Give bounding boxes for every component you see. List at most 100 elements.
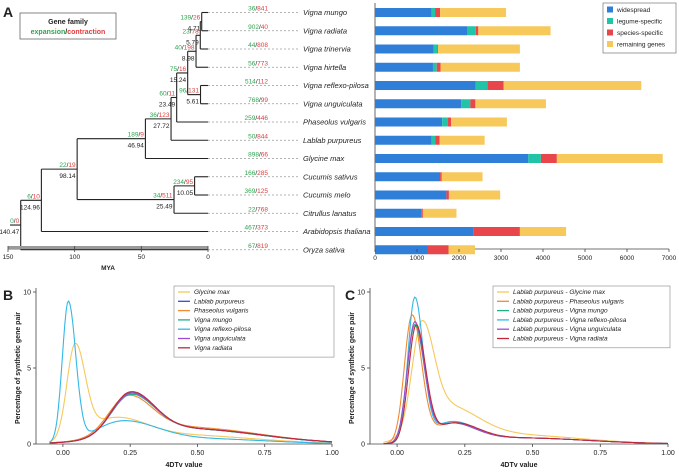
branch-count-label-expansion: 898 — [248, 152, 259, 159]
bar-segment-remaining-genes — [440, 8, 507, 17]
panel-b-label: B — [3, 287, 13, 303]
plot-x-axis-title: 4DTv value — [501, 462, 538, 469]
plot-legend-entry: Lablab purpureus - Vigna mungo — [513, 308, 608, 315]
plot-legend-entry: Lablab purpureus - Glycine max — [513, 289, 606, 296]
node-count-label-slash: / — [167, 90, 169, 97]
bar-segment-widespread — [375, 26, 468, 36]
species-label: Vigna hirtella — [303, 63, 346, 72]
bar-segment-species-specific — [447, 117, 452, 127]
expansion-label: expansion — [31, 29, 66, 36]
branch-count-label-contraction: 285 — [257, 170, 268, 177]
node-age-label: 5.61 — [186, 99, 199, 106]
branch-count-label-contraction: 373 — [257, 225, 268, 232]
bar-segment-species-specific — [440, 172, 442, 182]
plot-y-axis-title: Percentage of synthetic gene pair — [349, 312, 356, 424]
plot-x-tick-label: 0.00 — [390, 450, 404, 457]
bar-segment-species-specific — [421, 208, 423, 218]
density-curve-6 — [383, 324, 669, 445]
bar-segment-legume-specific — [433, 44, 438, 54]
plot-x-tick-label: 0.00 — [56, 450, 70, 457]
bar-segment-widespread — [375, 62, 433, 72]
node-count-label-slash: / — [14, 218, 16, 225]
species-label: Vigna trinervia — [303, 45, 351, 54]
species-label: Citrullus lanatus — [303, 209, 357, 218]
species-label: Vigna unguiculata — [303, 99, 363, 108]
plot-y-tick-label: 0 — [361, 442, 365, 449]
plot-x-tick-label: 0.75 — [258, 450, 272, 457]
bar-legend-swatch — [607, 29, 613, 36]
bar-segment-widespread — [375, 172, 441, 182]
branch-count-label-slash: / — [255, 225, 257, 232]
node-age-label: 140.47 — [0, 229, 20, 236]
plot-y-tick-label: 5 — [361, 366, 365, 373]
bar-segment-widespread — [375, 117, 443, 127]
branch-count-label: 36/841 — [248, 6, 268, 13]
branch-count-label-expansion: 44 — [248, 42, 256, 49]
bar-x-tick-label: 3000 — [494, 255, 509, 262]
tree-axis-tick-label: 0 — [206, 254, 210, 261]
species-label: Arabidopsis thaliana — [302, 227, 371, 236]
tree-time-axis: 150 100 50 0 MYA — [3, 246, 210, 272]
node-count-label-contraction: 198 — [184, 44, 195, 51]
node-count-label: 34/511 — [153, 193, 173, 200]
node-count-label-slash: / — [182, 44, 184, 51]
branch-count-label-contraction: 768 — [257, 206, 268, 213]
plot-legend-entry: Phaseolus vulgaris — [194, 308, 249, 315]
bar-x-tick-label: 7000 — [662, 255, 677, 262]
plot-x-tick-label: 0.25 — [123, 450, 137, 457]
node-count-label-contraction: 78 — [192, 28, 200, 35]
density-plot-c: 0 5 10 0.00 0.25 0.50 0.75 1.00 4DTv value Percen… — [349, 285, 675, 469]
bar-segment-widespread — [375, 190, 447, 200]
node-age-label: 15.24 — [170, 77, 187, 84]
panel-c-label: C — [345, 287, 355, 303]
node-count-label-slash: / — [190, 28, 192, 35]
node-count-label-slash: / — [138, 132, 140, 139]
node-count-label-expansion: 6 — [27, 193, 31, 200]
species-label: Glycine max — [303, 154, 345, 163]
branch-count-label-slash: / — [255, 170, 257, 177]
node-count-label-expansion: 22 — [59, 162, 67, 169]
bar-x-tick-label: 0 — [373, 255, 377, 262]
bar-segment-remaining-genes — [438, 44, 520, 54]
node-count-label-expansion: 139 — [180, 15, 191, 22]
plot-legend-entry: Vigna mungo — [194, 317, 233, 324]
bar-legend-entry: widespread — [616, 7, 651, 14]
branch-count-label: 259/446 — [244, 115, 268, 122]
plot-legend-entry: Lablab purpureus - Vigna radiata — [513, 336, 608, 343]
phylogenetic-tree: 4.71139/265.7923/788.9840/1985.6196/1311… — [0, 6, 371, 255]
bar-segment-species-specific — [540, 154, 557, 163]
density-curve-7 — [49, 391, 333, 444]
bar-segment-species-specific — [473, 227, 520, 236]
species-label: Phaseolus vulgaris — [303, 118, 366, 127]
node-age-label: 98.14 — [59, 173, 76, 180]
node-count-label: 23/78 — [182, 28, 199, 35]
branch-count-label: 467/373 — [244, 225, 268, 232]
node-count-label-contraction: 95 — [186, 179, 194, 186]
branch-count-label-expansion: 67 — [248, 243, 256, 250]
node-count-label-slash: / — [184, 179, 186, 186]
plot-legend-frame — [492, 285, 671, 349]
panel-a-label: A — [3, 4, 13, 20]
branch-count-label-contraction: 40 — [261, 24, 269, 31]
bar-segment-legume-specific — [467, 26, 476, 36]
plot-x-tick-label: 0.75 — [593, 450, 607, 457]
branch-count-label: 514/112 — [245, 79, 268, 86]
species-label: Vigna reflexo-pilosa — [303, 81, 369, 90]
species-label: Oryza sativa — [303, 245, 345, 254]
branch-count-label: 369/125 — [244, 188, 268, 195]
plot-legend-entry: Vigna radiata — [194, 345, 233, 352]
branch-count-label-contraction: 808 — [257, 42, 268, 49]
plot-y-tick-label: 10 — [23, 290, 31, 297]
branch-count-label-contraction: 99 — [261, 97, 269, 104]
plot-x-axis-title: 4DTv value — [166, 462, 203, 469]
stacked-bar-chart: 0 1000 2000 3000 4000 5000 6000 7000 — [373, 3, 677, 262]
plot-x-tick-label: 0.50 — [191, 450, 205, 457]
node-age-label: 5.79 — [186, 39, 199, 46]
node-count-label: 75/16 — [170, 66, 187, 73]
bar-segment-remaining-genes — [475, 99, 546, 109]
species-label: Cucumis sativus — [303, 172, 358, 181]
branch-count-label-contraction: 125 — [257, 188, 268, 195]
bar-segment-widespread — [375, 99, 462, 109]
tree-axis-tick-label: 150 — [3, 254, 14, 261]
branch-count-label-slash: / — [259, 152, 261, 159]
